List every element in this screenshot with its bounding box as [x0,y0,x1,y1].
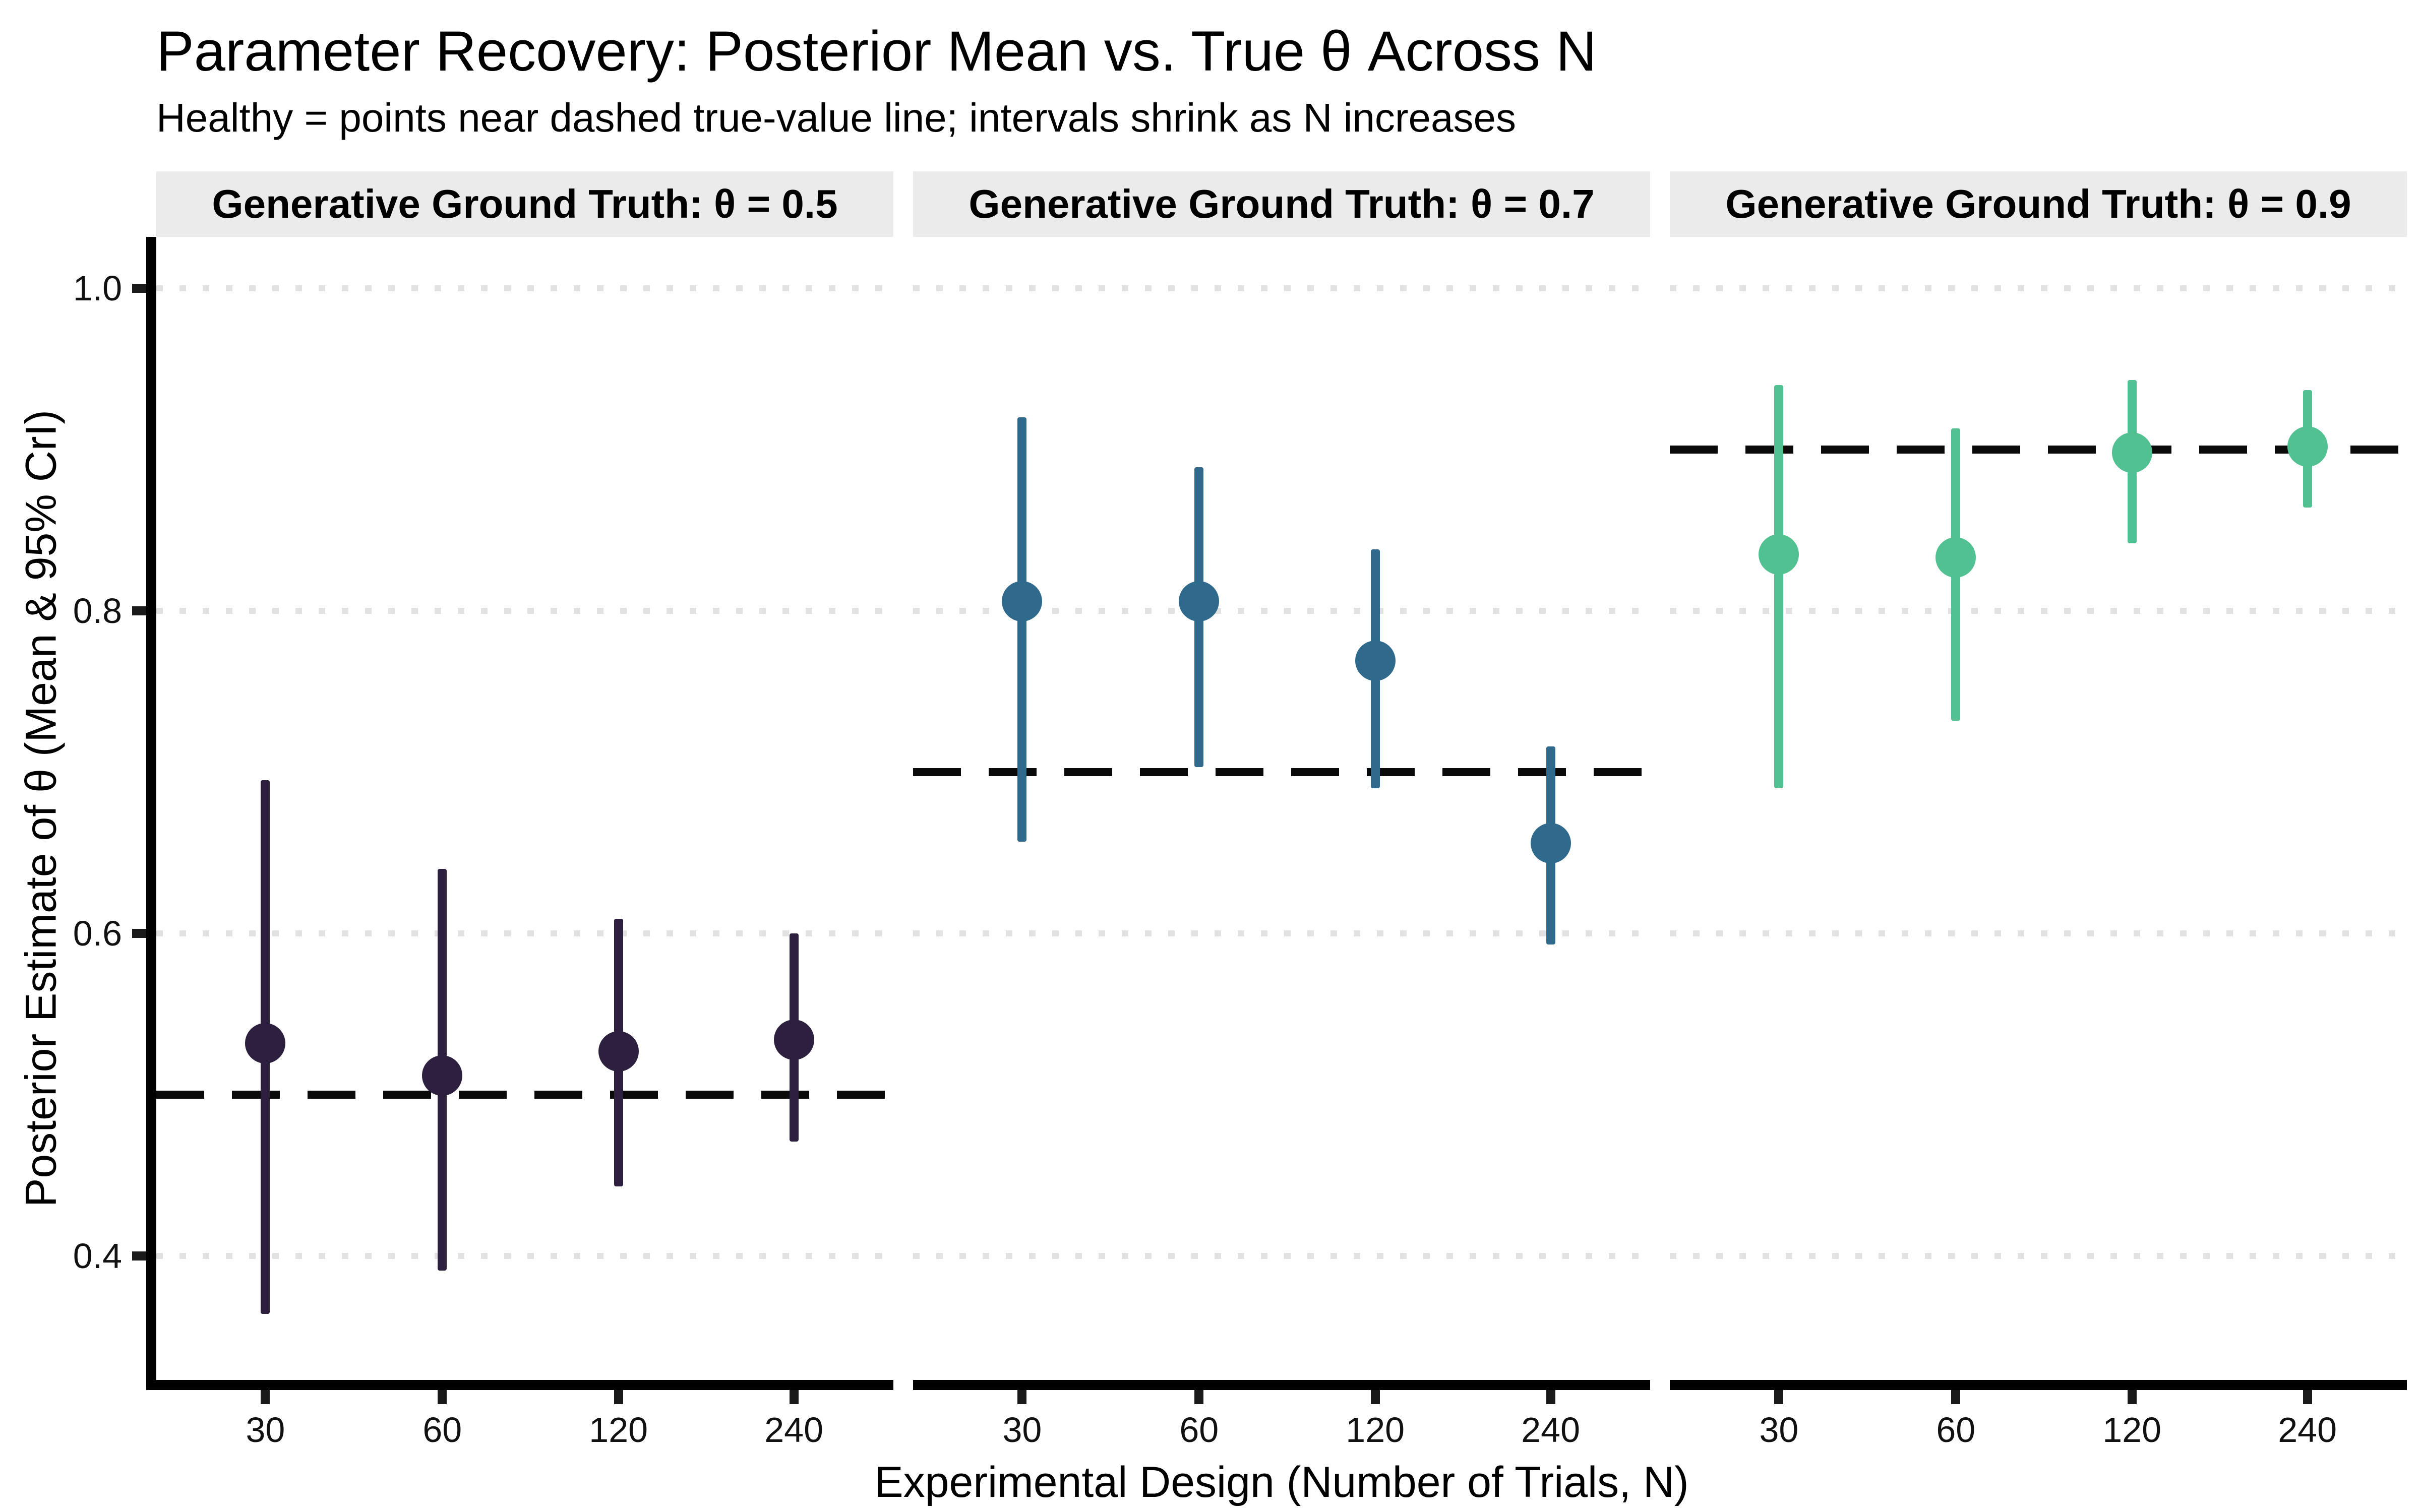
posterior-mean-point [598,1031,639,1072]
x-tick-label: 240 [1521,1410,1581,1450]
x-tick-label: 240 [764,1410,824,1450]
gridline-y-0.8 [913,608,1650,614]
chart-subtitle: Healthy = points near dashed true-value … [156,95,1516,140]
gridline-y-0.6 [1670,930,2407,936]
x-tick-mark [1546,1390,1555,1404]
posterior-mean-point [2111,432,2152,473]
y-tick-label: 0.4 [73,1236,122,1276]
y-tick-label: 1.0 [73,269,122,308]
gridline-y-0.6 [156,930,893,936]
x-tick-label: 240 [2278,1410,2337,1450]
posterior-mean-point [1355,641,1396,681]
x-axis-line [913,1380,1650,1390]
x-tick-mark [2303,1390,2312,1404]
x-tick-mark [1017,1390,1027,1404]
true-theta-line [156,1091,893,1099]
facet-panel-theta-0.5 [156,237,893,1380]
posterior-mean-point [1530,823,1571,863]
gridline-y-0.8 [156,608,893,614]
x-tick-mark [1194,1390,1204,1404]
x-tick-mark [614,1390,623,1404]
gridline-y-0.4 [913,1253,1650,1259]
credible-interval-bar [1774,385,1784,788]
y-tick-mark [132,284,146,293]
posterior-mean-point [1179,581,1220,621]
x-tick-label: 30 [246,1410,285,1450]
x-tick-mark [438,1390,447,1404]
x-tick-label: 60 [1179,1410,1219,1450]
x-tick-label: 120 [589,1410,648,1450]
x-tick-mark [789,1390,799,1404]
y-tick-label: 0.6 [73,914,122,953]
posterior-mean-point [1759,534,1799,575]
facet-strip-theta-0.5: Generative Ground Truth: θ = 0.5 [156,171,893,237]
facet-panel-theta-0.7 [913,237,1650,1380]
x-tick-label: 120 [1346,1410,1405,1450]
x-tick-label: 60 [1936,1410,1976,1450]
posterior-mean-point [1935,537,1976,578]
x-tick-label: 60 [422,1410,462,1450]
y-tick-label: 0.8 [73,591,122,631]
y-tick-mark [132,606,146,615]
x-tick-label: 30 [1759,1410,1799,1450]
true-theta-line [913,768,1650,776]
posterior-mean-point [422,1055,463,1096]
posterior-mean-point [245,1023,286,1063]
gridline-y-0.8 [1670,608,2407,614]
facet-strip-theta-0.9: Generative Ground Truth: θ = 0.9 [1670,171,2407,237]
facet-strip-theta-0.7: Generative Ground Truth: θ = 0.7 [913,171,1650,237]
x-tick-mark [1951,1390,1961,1404]
y-axis-line [146,237,156,1390]
x-axis-line [156,1380,893,1390]
y-tick-mark [132,929,146,938]
x-axis-line [1670,1380,2407,1390]
chart-title: Parameter Recovery: Posterior Mean vs. T… [156,20,1597,83]
x-tick-mark [1370,1390,1380,1404]
x-tick-label: 30 [1002,1410,1042,1450]
true-theta-line [1670,446,2407,454]
gridline-y-0.4 [1670,1253,2407,1259]
x-tick-mark [2127,1390,2137,1404]
credible-interval-bar [1017,417,1027,842]
posterior-mean-point [1002,581,1043,621]
gridline-y-1 [1670,285,2407,291]
x-tick-mark [261,1390,270,1404]
y-tick-mark [132,1251,146,1261]
x-tick-mark [1774,1390,1784,1404]
gridline-y-0.6 [913,930,1650,936]
posterior-mean-point [2287,426,2328,467]
gridline-y-1 [913,285,1650,291]
x-axis-title: Experimental Design (Number of Trials, N… [874,1458,1689,1506]
y-axis-title: Posterior Estimate of θ (Mean & 95% CrI) [17,409,66,1208]
posterior-mean-point [773,1020,814,1060]
x-tick-label: 120 [2102,1410,2162,1450]
gridline-y-0.4 [156,1253,893,1259]
gridline-y-1 [156,285,893,291]
facet-panel-theta-0.9 [1670,237,2407,1380]
